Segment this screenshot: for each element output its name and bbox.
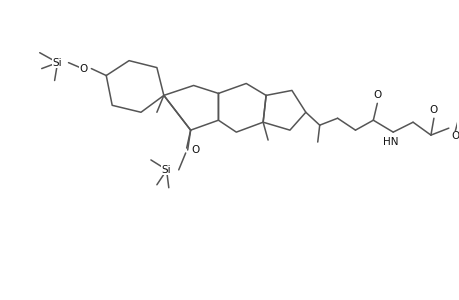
Text: O: O [79,64,87,74]
Text: O: O [451,131,459,141]
Text: Si: Si [161,165,170,175]
Text: HN: HN [383,137,398,147]
Text: O: O [191,145,200,155]
Text: O: O [372,90,381,100]
Text: Si: Si [52,58,62,68]
Text: O: O [429,105,437,115]
